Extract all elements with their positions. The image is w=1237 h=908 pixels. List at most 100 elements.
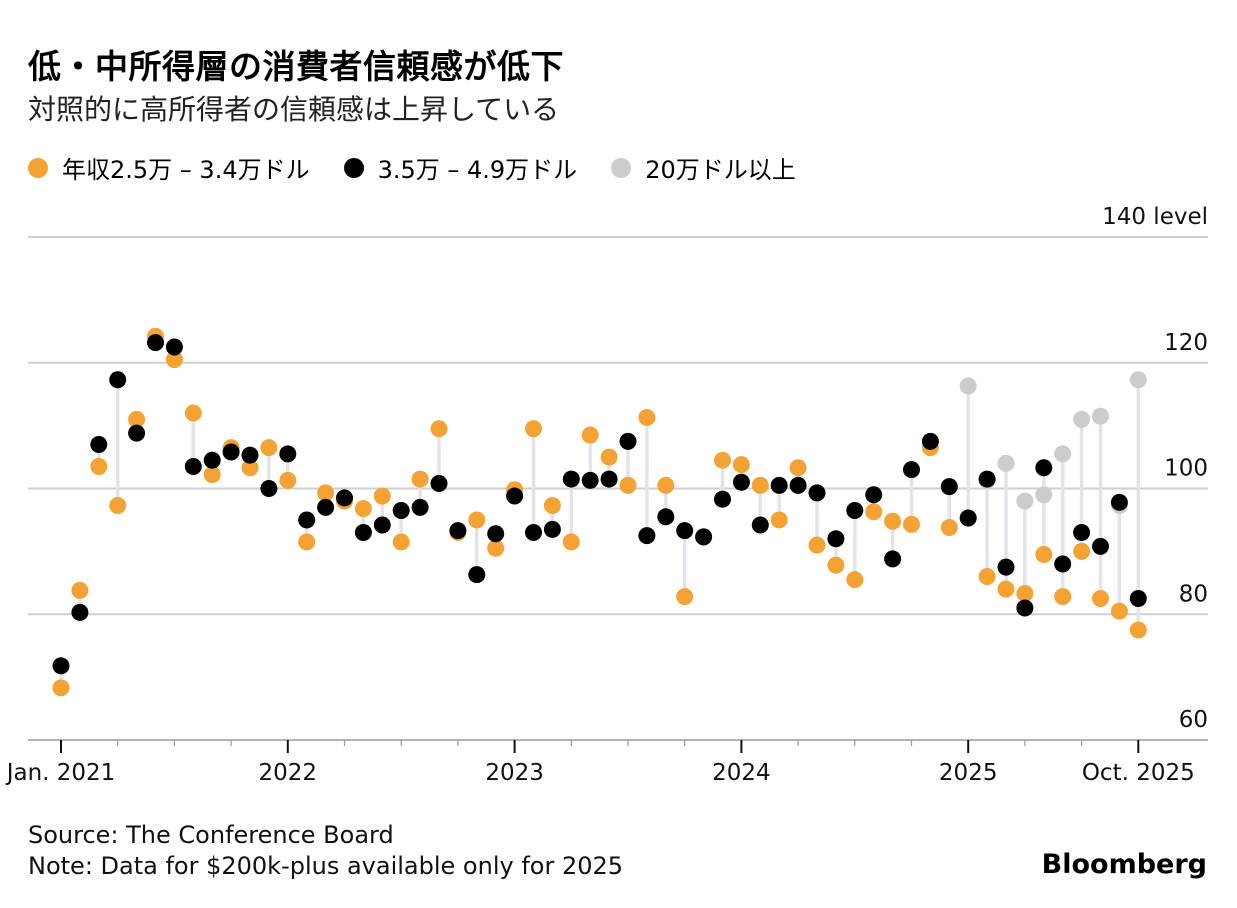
- point-s0-44: [884, 512, 902, 530]
- bloomberg-logo: Bloomberg: [1041, 849, 1207, 880]
- legend-label-high-income: 20万ドル以上: [645, 156, 796, 184]
- point-s0-13: [298, 533, 316, 551]
- y-tick-label-60: 60: [1179, 707, 1208, 733]
- point-s1-8: [203, 451, 221, 469]
- point-s0-43: [865, 503, 883, 521]
- point-s1-41: [827, 530, 845, 548]
- legend-label-mid-income: 3.5万 – 4.9万ドル: [377, 156, 578, 184]
- x-tick-label-3: 2024: [712, 760, 771, 786]
- point-s1-26: [543, 520, 561, 538]
- point-s0-30: [619, 476, 637, 494]
- point-s1-53: [1054, 555, 1072, 573]
- chart-title: 低・中所得層の消費者信頼感が低下: [28, 47, 564, 86]
- point-s1-37: [751, 516, 769, 534]
- point-s0-11: [260, 439, 278, 457]
- point-s1-34: [695, 528, 713, 546]
- point-s1-18: [392, 502, 410, 520]
- point-s0-56: [1110, 602, 1128, 620]
- point-s0-39: [789, 459, 807, 477]
- point-s1-40: [808, 484, 826, 502]
- point-s1-47: [940, 478, 958, 496]
- legend-item-low-income: 年収2.5万 – 3.4万ドル: [28, 150, 310, 185]
- point-s1-1: [71, 603, 89, 621]
- point-s0-26: [543, 496, 561, 514]
- point-s0-20: [430, 420, 448, 438]
- point-s0-51: [1016, 585, 1034, 603]
- point-s0-41: [827, 556, 845, 574]
- point-s0-28: [581, 426, 599, 444]
- point-s0-25: [525, 420, 542, 438]
- footer: Source: The Conference Board Note: Data …: [28, 820, 623, 882]
- point-s0-35: [714, 451, 731, 469]
- x-tick-label-1: 2022: [259, 760, 318, 786]
- point-s1-54: [1073, 524, 1091, 542]
- point-s0-14: [317, 484, 335, 502]
- point-s2-50: [997, 454, 1015, 472]
- x-tick-label-2: 2023: [485, 760, 544, 786]
- point-s1-29: [600, 470, 618, 488]
- point-s0-32: [657, 476, 675, 494]
- data-note: Note: Data for $200k-plus available only…: [28, 852, 624, 880]
- point-s0-0: [52, 679, 70, 697]
- point-s0-7: [184, 404, 202, 422]
- point-s1-31: [638, 527, 656, 545]
- point-s1-57: [1129, 590, 1147, 608]
- point-s1-4: [128, 424, 146, 442]
- point-s1-11: [260, 480, 278, 497]
- point-s2-51: [1016, 492, 1034, 510]
- point-s0-23: [487, 539, 505, 557]
- y-tick-label-120: 120: [1164, 330, 1208, 356]
- point-s1-32: [657, 508, 675, 526]
- point-s0-45: [903, 515, 920, 533]
- point-s0-10: [241, 459, 259, 477]
- point-s1-33: [676, 522, 694, 540]
- point-s0-6: [165, 351, 183, 369]
- point-s1-35: [714, 490, 731, 508]
- x-tick-label-5: Oct. 2025: [1082, 760, 1195, 786]
- point-s1-39: [789, 476, 807, 494]
- point-s0-50: [997, 580, 1015, 598]
- point-s0-55: [1092, 590, 1109, 608]
- y-tick-label-100: 100: [1164, 456, 1208, 482]
- point-s1-36: [732, 473, 750, 491]
- point-s2-55: [1092, 407, 1109, 425]
- point-s2-48: [959, 377, 977, 395]
- point-s1-49: [978, 470, 996, 488]
- point-s0-17: [373, 487, 391, 505]
- point-s0-53: [1054, 588, 1072, 606]
- point-s0-2: [90, 457, 108, 475]
- point-s1-6: [165, 338, 183, 356]
- point-s1-23: [487, 525, 505, 543]
- point-s0-49: [978, 568, 996, 586]
- x-tick-label-0: Jan. 2021: [5, 760, 116, 786]
- point-s1-28: [581, 471, 599, 489]
- point-s2-54: [1073, 410, 1091, 428]
- chart-subtitle: 対照的に高所得者の信頼感は上昇している: [28, 93, 560, 126]
- point-s0-8: [203, 466, 221, 484]
- point-s0-29: [600, 448, 618, 466]
- legend-label-low-income: 年収2.5万 – 3.4万ドル: [62, 156, 310, 184]
- point-s1-38: [770, 476, 788, 494]
- point-s2-52: [1035, 486, 1053, 504]
- point-s0-3: [109, 496, 127, 514]
- gridlines: [28, 236, 1208, 616]
- point-s1-7: [184, 457, 202, 475]
- point-s1-0: [52, 657, 70, 675]
- point-s1-51: [1016, 599, 1034, 617]
- point-s1-45: [903, 461, 920, 479]
- point-s0-40: [808, 536, 826, 554]
- point-s1-19: [411, 498, 429, 516]
- legend-dot-gray: [611, 157, 632, 178]
- point-s1-3: [109, 371, 127, 389]
- point-s1-17: [373, 516, 391, 534]
- point-s2-57: [1129, 371, 1147, 389]
- point-s0-19: [411, 470, 429, 488]
- point-s0-27: [562, 533, 580, 551]
- point-s0-16: [354, 500, 372, 518]
- point-s0-37: [751, 476, 769, 494]
- point-s1-12: [279, 445, 297, 463]
- point-s1-13: [298, 511, 316, 529]
- source-note: Source: The Conference Board: [28, 821, 394, 849]
- y-unit-label: 140 level: [1102, 204, 1208, 230]
- point-s1-9: [222, 443, 240, 461]
